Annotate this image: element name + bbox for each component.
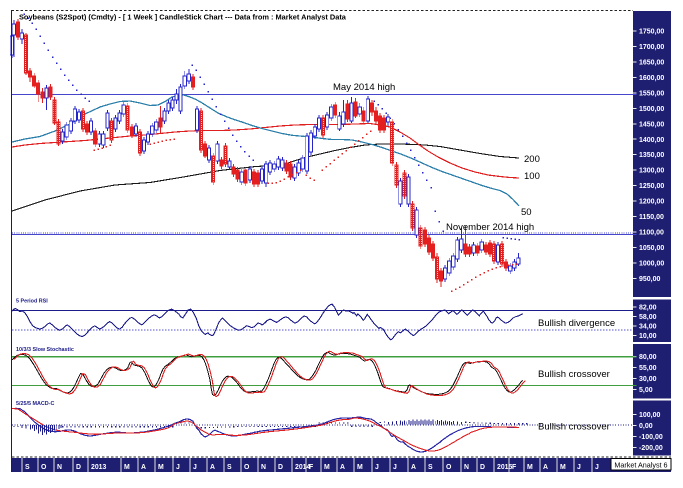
svg-text:950,00: 950,00 (639, 276, 661, 283)
svg-text:1300,00: 1300,00 (639, 168, 664, 175)
svg-text:1350,00: 1350,00 (639, 152, 664, 159)
svg-text:1400,00: 1400,00 (639, 137, 664, 144)
svg-text:O: O (244, 464, 250, 471)
svg-text:Soybeans (S2Spot) (Cmdty) - [: Soybeans (S2Spot) (Cmdty) - [ 1 Week ] C… (19, 13, 347, 22)
svg-text:2015: 2015 (497, 464, 512, 471)
svg-text:1650,00: 1650,00 (639, 60, 664, 67)
svg-text:55,00: 55,00 (639, 365, 657, 372)
svg-text:A: A (340, 464, 345, 471)
svg-text:November 2014 high: November 2014 high (446, 222, 534, 233)
svg-text:100,00: 100,00 (639, 412, 661, 419)
svg-text:5 Period RSI: 5 Period RSI (16, 299, 48, 305)
svg-text:F: F (309, 464, 313, 471)
svg-text:D: D (480, 464, 485, 471)
svg-text:M: M (124, 464, 130, 471)
svg-text:A: A (210, 464, 215, 471)
svg-text:30,00: 30,00 (639, 376, 657, 383)
svg-text:N: N (57, 464, 62, 471)
svg-text:S: S (227, 464, 232, 471)
svg-text:N: N (261, 464, 266, 471)
svg-text:100: 100 (524, 171, 540, 182)
svg-text:M: M (357, 464, 363, 471)
svg-text:J: J (595, 464, 599, 471)
svg-text:J: J (375, 464, 379, 471)
svg-text:1500,00: 1500,00 (639, 106, 664, 113)
svg-text:A: A (543, 464, 548, 471)
svg-text:1550,00: 1550,00 (639, 90, 664, 97)
svg-text:D: D (278, 464, 283, 471)
svg-text:-100,00: -100,00 (639, 434, 663, 441)
svg-text:5,00: 5,00 (639, 387, 653, 394)
svg-text:M: M (560, 464, 566, 471)
svg-text:J: J (193, 464, 197, 471)
svg-text:1100,00: 1100,00 (639, 229, 664, 236)
svg-text:J: J (577, 464, 581, 471)
svg-text:-200,00: -200,00 (639, 445, 663, 452)
svg-text:O: O (446, 464, 452, 471)
svg-text:1250,00: 1250,00 (639, 183, 664, 190)
svg-text:2014: 2014 (295, 464, 310, 471)
svg-text:1600,00: 1600,00 (639, 75, 664, 82)
svg-text:10,00: 10,00 (639, 333, 657, 340)
svg-text:J: J (176, 464, 180, 471)
svg-text:O: O (41, 464, 47, 471)
svg-text:58,00: 58,00 (639, 314, 657, 321)
svg-text:N: N (464, 464, 469, 471)
svg-text:1150,00: 1150,00 (639, 214, 664, 221)
svg-text:Market Analyst 6: Market Analyst 6 (614, 460, 667, 469)
svg-text:80,00: 80,00 (639, 354, 657, 361)
svg-text:1000,00: 1000,00 (639, 260, 664, 267)
svg-text:D: D (76, 464, 81, 471)
svg-text:5/25/5 MACD-C: 5/25/5 MACD-C (16, 401, 54, 407)
svg-text:F: F (512, 464, 516, 471)
svg-text:0,00: 0,00 (639, 423, 653, 430)
svg-text:1450,00: 1450,00 (639, 121, 664, 128)
svg-text:J: J (393, 464, 397, 471)
svg-text:Bullish divergence: Bullish divergence (538, 318, 615, 329)
svg-text:82,00: 82,00 (639, 304, 657, 311)
svg-text:M: M (527, 464, 533, 471)
svg-text:A: A (411, 464, 416, 471)
svg-text:2013: 2013 (91, 464, 106, 471)
svg-text:34,00: 34,00 (639, 323, 657, 330)
svg-text:A: A (141, 464, 146, 471)
svg-text:M: M (158, 464, 164, 471)
svg-text:S: S (428, 464, 433, 471)
svg-text:1200,00: 1200,00 (639, 199, 664, 206)
svg-text:M: M (324, 464, 330, 471)
svg-text:May 2014 high: May 2014 high (333, 82, 395, 93)
svg-text:1700,00: 1700,00 (639, 44, 664, 51)
svg-text:1750,00: 1750,00 (639, 29, 664, 36)
svg-text:Bullish crossover: Bullish crossover (538, 369, 610, 380)
svg-text:50: 50 (521, 207, 532, 218)
svg-text:Bullish crossover: Bullish crossover (538, 422, 610, 433)
svg-text:10/3/3 Slow Stochastic: 10/3/3 Slow Stochastic (16, 347, 74, 353)
svg-text:200: 200 (524, 154, 540, 165)
svg-text:S: S (25, 464, 30, 471)
svg-text:1050,00: 1050,00 (639, 245, 664, 252)
